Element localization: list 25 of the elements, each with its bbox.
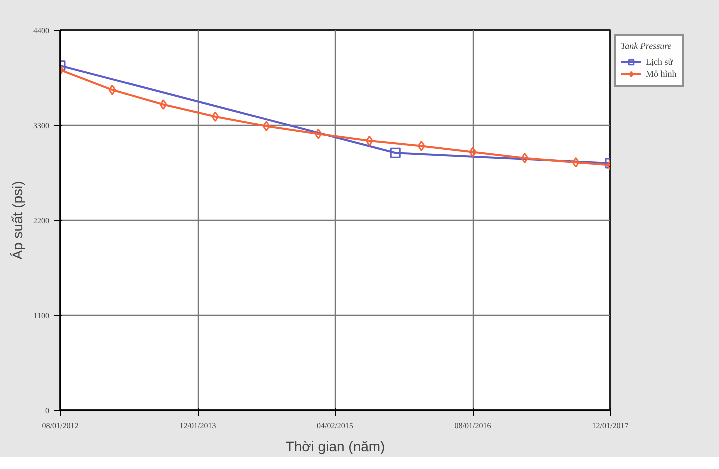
x-tick-label: 12/01/2017 — [592, 422, 629, 430]
x-tick-label: 04/02/2015 — [316, 422, 354, 430]
point — [262, 121, 270, 132]
legend-label: Mô hình — [646, 68, 677, 80]
y-tick-label: 4400 — [34, 26, 50, 36]
x-tick-label: 12/01/2013 — [180, 422, 216, 430]
x-axis-title: Thời gian (năm) — [286, 438, 386, 454]
point — [212, 112, 220, 122]
x-tick-label: 08/01/2012 — [42, 422, 79, 430]
legend-label: Lịch sử — [646, 56, 674, 68]
legend-title: Tank Pressure — [621, 41, 673, 51]
point — [572, 157, 580, 168]
y-axis-title: Áp suất (psi) — [10, 181, 26, 260]
point — [108, 84, 116, 96]
point — [418, 140, 426, 152]
x-tick-label: 08/01/2016 — [454, 422, 492, 430]
y-tick-label: 3300 — [34, 122, 50, 130]
y-tick-label: 1100 — [34, 312, 50, 320]
point — [366, 136, 374, 146]
y-tick-label: 2200 — [34, 216, 50, 226]
point — [469, 147, 477, 158]
point — [160, 100, 168, 110]
point — [314, 128, 322, 140]
point — [521, 153, 529, 164]
y-tick-label: 0 — [46, 406, 50, 416]
